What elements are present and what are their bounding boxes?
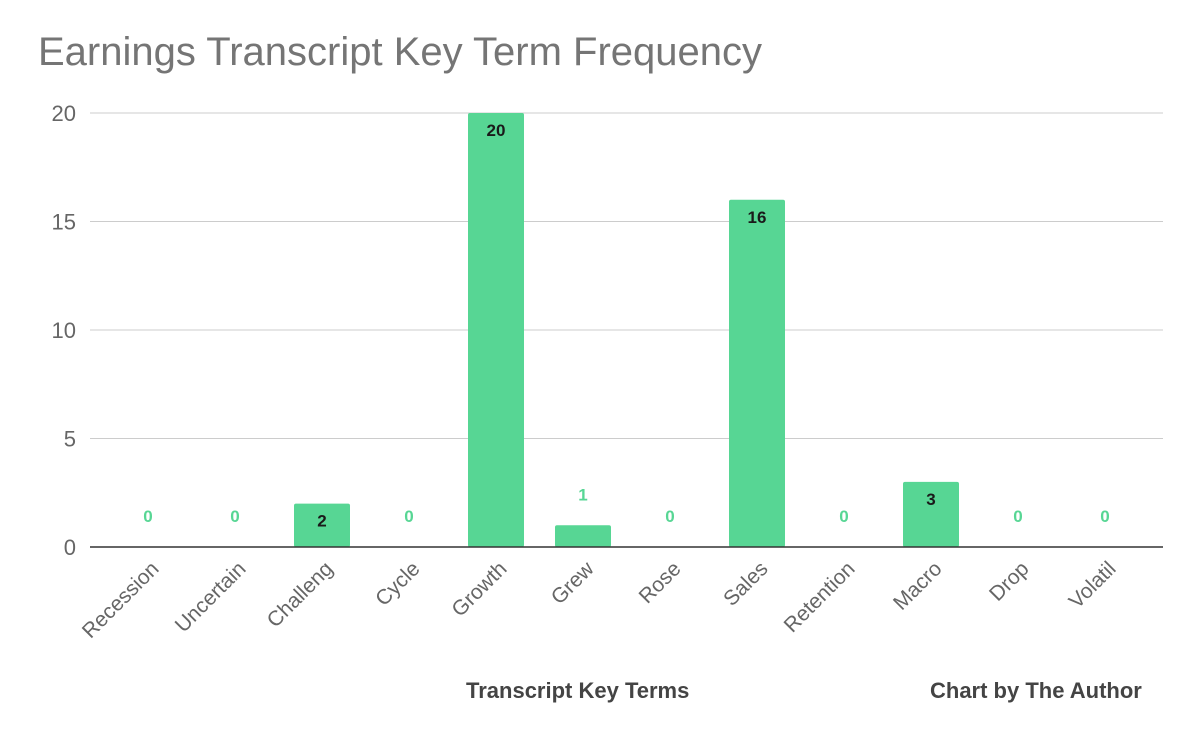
x-tick-label: Retention <box>780 557 860 637</box>
data-label: 16 <box>748 208 767 227</box>
data-label: 0 <box>665 507 674 526</box>
bar <box>294 503 350 547</box>
x-tick-label: Grew <box>547 557 599 609</box>
x-tick-label: Drop <box>985 557 1033 605</box>
x-tick-label: Volatil <box>1065 557 1121 613</box>
x-tick-label: Growth <box>447 557 511 621</box>
data-label: 0 <box>404 507 413 526</box>
data-label: 3 <box>926 490 935 509</box>
x-tick-label: Uncertain <box>171 557 251 637</box>
x-tick-label: Recession <box>78 557 164 643</box>
data-label: 0 <box>1100 507 1109 526</box>
x-tick-label: Rose <box>635 557 686 608</box>
y-tick-label: 20 <box>52 101 76 126</box>
data-label: 0 <box>1013 507 1022 526</box>
data-label: 0 <box>230 507 239 526</box>
x-tick-label: Sales <box>719 557 772 610</box>
y-tick-label: 15 <box>52 210 76 235</box>
bar <box>555 525 611 547</box>
data-label: 0 <box>839 507 848 526</box>
data-label: 1 <box>578 485 587 504</box>
chart-title: Earnings Transcript Key Term Frequency <box>38 30 763 74</box>
y-tick-label: 0 <box>64 535 76 560</box>
x-tick-label: Challeng <box>263 557 338 632</box>
bar <box>468 113 524 547</box>
chart-credit: Chart by The Author <box>930 678 1142 703</box>
y-tick-label: 5 <box>64 427 76 452</box>
data-label: 2 <box>317 512 326 531</box>
x-tick-label: Macro <box>889 557 947 615</box>
bar <box>729 199 785 548</box>
bar <box>903 481 959 547</box>
data-label: 20 <box>487 121 506 140</box>
x-axis-title: Transcript Key Terms <box>466 678 690 703</box>
x-tick-label: Cycle <box>371 557 424 610</box>
data-label: 0 <box>143 507 152 526</box>
y-tick-label: 10 <box>52 318 76 343</box>
